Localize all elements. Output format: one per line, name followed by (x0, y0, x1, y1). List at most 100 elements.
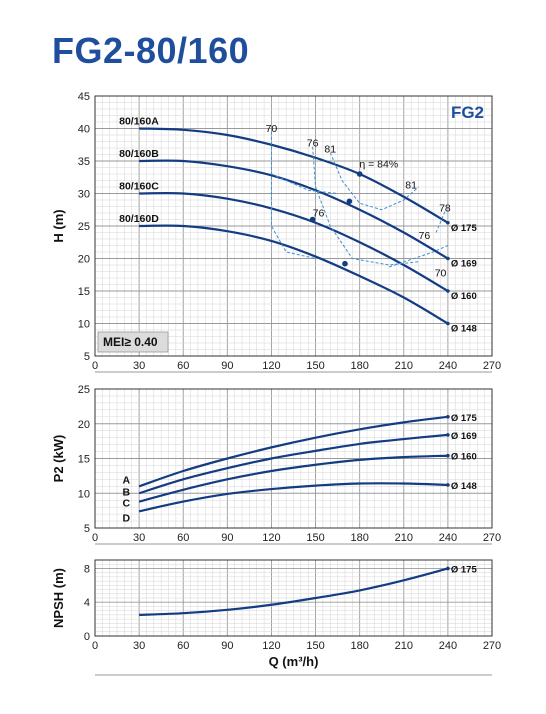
series-badge: FG2 (451, 103, 484, 122)
series-end-point (446, 433, 450, 437)
x-tick-label: 210 (395, 532, 413, 544)
series-line (138, 433, 448, 495)
y-tick-label: 40 (78, 124, 90, 136)
x-tick-label: 120 (262, 640, 280, 652)
x-tick-label: 240 (439, 640, 457, 652)
y-tick-label: 5 (84, 351, 90, 363)
series-line (139, 127, 449, 224)
curve-label: D (123, 512, 131, 524)
efficiency-line (270, 131, 316, 259)
efficiency-label: 76 (419, 230, 431, 242)
x-tick-label: 90 (221, 360, 233, 372)
x-tick-label: 120 (262, 532, 280, 544)
y-tick-label: 5 (84, 523, 90, 535)
x-tick-label: 210 (395, 640, 413, 652)
bep-point (342, 260, 348, 267)
efficiency-line (329, 152, 419, 211)
x-tick-label: 150 (306, 640, 324, 652)
x-tick-label: 210 (395, 360, 413, 372)
series-end-point (446, 566, 450, 571)
curve-label: A (123, 474, 131, 486)
efficiency-line (271, 173, 338, 194)
x-tick-label: 90 (221, 640, 233, 652)
x-tick-label: 0 (92, 640, 98, 652)
x-tick-label: 120 (262, 360, 280, 372)
series-line (138, 415, 449, 488)
x-tick-label: 60 (177, 640, 189, 652)
x-tick-label: 30 (133, 360, 145, 372)
y-tick-label: 10 (78, 319, 90, 331)
x-tick-label: 30 (133, 640, 145, 652)
y-tick-label: 25 (78, 221, 90, 233)
diameter-label: Ø 160 (451, 452, 477, 463)
y-axis-label: H (m) (51, 209, 66, 242)
y-tick-label: 20 (78, 419, 90, 431)
series-end-point (446, 321, 450, 326)
x-tick-label: 90 (221, 532, 233, 544)
diameter-label: Ø 148 (451, 481, 477, 492)
series-end-point (446, 415, 450, 419)
plot-frame (94, 559, 493, 637)
y-tick-label: 10 (78, 488, 90, 500)
efficiency-line (435, 211, 446, 233)
efficiency-label: 76 (313, 207, 325, 219)
diameter-label: Ø 169 (451, 431, 477, 442)
mei-box (97, 331, 169, 353)
y-tick-label: 4 (84, 597, 90, 609)
series-line (138, 454, 448, 503)
page-title: FG2-80/160 (52, 30, 250, 71)
series-end-point (446, 256, 450, 261)
series-end-point (446, 289, 450, 293)
efficiency-label: 81 (324, 144, 336, 156)
curve-label: B (123, 486, 131, 498)
x-tick-label: 270 (483, 640, 501, 652)
x-tick-label: 270 (483, 360, 501, 372)
efficiency-line (388, 245, 449, 268)
bep-point (346, 198, 353, 205)
plot-frame (94, 95, 493, 357)
y-axis-label: P2 (kW) (51, 435, 66, 483)
x-tick-label: 30 (133, 532, 145, 544)
efficiency-label: 70 (266, 123, 278, 135)
series-line (138, 482, 448, 513)
y-tick-label: 0 (84, 631, 90, 643)
x-axis-label: Q (m³/h) (269, 654, 319, 669)
series-end-point (446, 483, 450, 487)
diameter-label: Ø 169 (451, 259, 477, 270)
y-tick-label: 15 (78, 286, 90, 298)
mei-label: MEI≥ 0.40 (103, 335, 158, 349)
plot-frame (94, 388, 493, 529)
x-tick-label: 0 (92, 532, 98, 544)
y-tick-label: 25 (78, 384, 90, 396)
x-tick-label: 180 (350, 532, 368, 544)
x-tick-label: 60 (177, 360, 189, 372)
efficiency-label: 81 (405, 179, 417, 191)
efficiency-line (312, 146, 419, 266)
diameter-label: Ø 175 (451, 564, 478, 575)
efficiency-label: 76 (307, 138, 319, 150)
y-tick-label: 15 (78, 454, 90, 466)
y-axis-label: NPSH (m) (51, 568, 66, 628)
diameter-label: Ø 175 (451, 413, 478, 424)
curve-label: 80/160A (119, 116, 159, 128)
x-tick-label: 240 (439, 360, 457, 372)
y-tick-label: 35 (78, 156, 90, 168)
curve-label: C (123, 498, 131, 510)
x-tick-label: 180 (350, 360, 368, 372)
x-tick-label: 240 (439, 532, 457, 544)
y-tick-label: 8 (84, 563, 90, 575)
series-end-point (446, 220, 450, 225)
x-tick-label: 270 (483, 532, 501, 544)
series-line (139, 567, 449, 616)
series-line (139, 224, 449, 325)
efficiency-label: 70 (435, 268, 447, 280)
series-line (139, 159, 449, 260)
x-tick-label: 150 (306, 532, 324, 544)
curve-label: 80/160D (119, 213, 159, 225)
x-tick-label: 150 (306, 360, 324, 372)
bep-point (309, 216, 316, 223)
y-tick-label: 20 (78, 254, 90, 266)
y-tick-label: 45 (78, 91, 90, 103)
diameter-label: Ø 175 (451, 223, 478, 234)
